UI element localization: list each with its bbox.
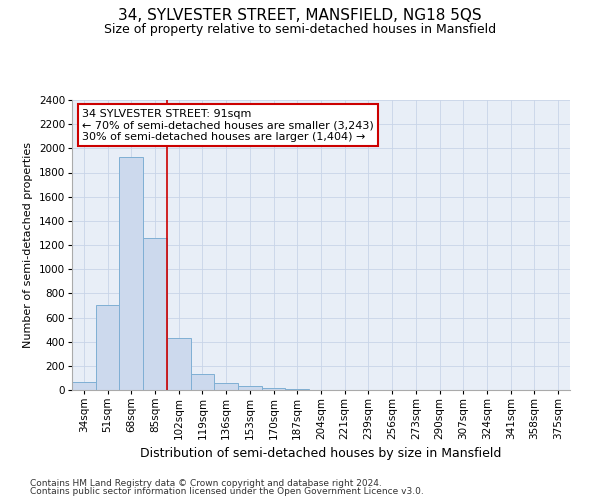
Bar xyxy=(262,388,286,390)
Bar xyxy=(96,306,119,390)
X-axis label: Distribution of semi-detached houses by size in Mansfield: Distribution of semi-detached houses by … xyxy=(140,448,502,460)
Text: Contains HM Land Registry data © Crown copyright and database right 2024.: Contains HM Land Registry data © Crown c… xyxy=(30,478,382,488)
Text: 34, SYLVESTER STREET, MANSFIELD, NG18 5QS: 34, SYLVESTER STREET, MANSFIELD, NG18 5Q… xyxy=(118,8,482,22)
Bar xyxy=(191,374,214,390)
Bar xyxy=(238,386,262,390)
Text: Size of property relative to semi-detached houses in Mansfield: Size of property relative to semi-detach… xyxy=(104,22,496,36)
Bar xyxy=(143,238,167,390)
Y-axis label: Number of semi-detached properties: Number of semi-detached properties xyxy=(23,142,33,348)
Bar xyxy=(214,383,238,390)
Text: Contains public sector information licensed under the Open Government Licence v3: Contains public sector information licen… xyxy=(30,487,424,496)
Bar xyxy=(119,157,143,390)
Bar xyxy=(72,382,96,390)
Text: 34 SYLVESTER STREET: 91sqm
← 70% of semi-detached houses are smaller (3,243)
30%: 34 SYLVESTER STREET: 91sqm ← 70% of semi… xyxy=(82,108,374,142)
Bar xyxy=(167,338,191,390)
